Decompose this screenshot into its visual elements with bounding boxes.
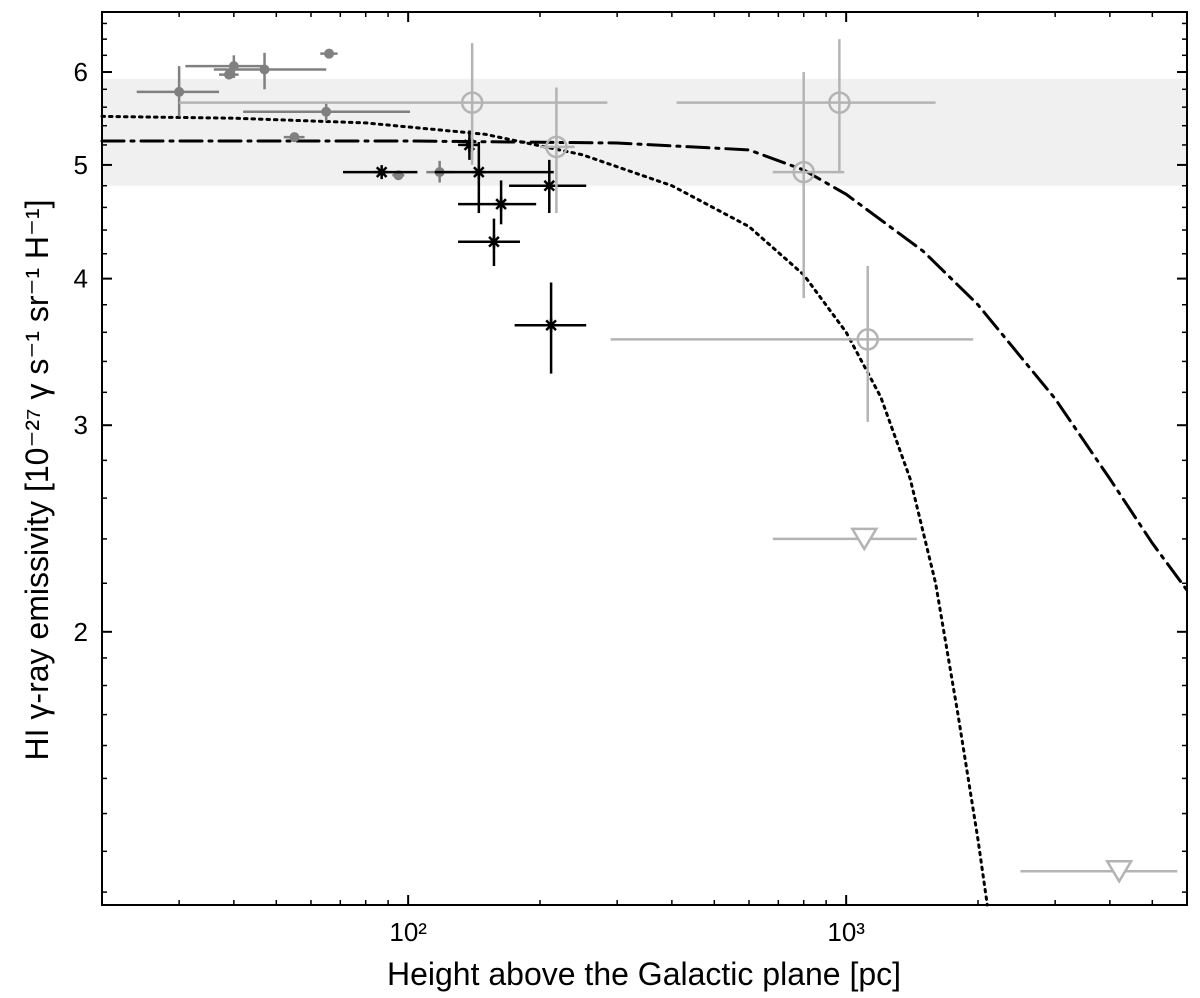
star-marker <box>486 234 501 249</box>
reference-band <box>102 78 1187 186</box>
dot-point-1 <box>136 66 220 117</box>
open-circle-marker <box>545 135 568 159</box>
x-axis-label: Height above the Galactic plane [pc] <box>387 956 901 992</box>
open-circle-point-4 <box>772 72 845 299</box>
open-triangle-down-point-2 <box>1020 860 1178 884</box>
open-circle-point-1 <box>179 43 608 165</box>
axis-ticks: 10² 10³ 2 3 4 5 6 <box>74 12 1187 947</box>
star-point-1 <box>343 165 418 180</box>
dot-marker <box>174 86 185 97</box>
dot-point-3 <box>219 69 239 80</box>
x-tick-label: 10³ <box>827 917 865 947</box>
star-marker <box>462 137 477 152</box>
dot-point-4 <box>213 52 327 90</box>
open-circle-series <box>179 39 974 422</box>
dot-point-7 <box>283 132 305 143</box>
open-circle-marker <box>792 160 815 184</box>
dot-marker <box>259 64 270 75</box>
star-marker <box>544 318 559 333</box>
open-triangle-down-series <box>772 527 1178 884</box>
y-tick-label: 4 <box>74 264 88 294</box>
dashdot-model-curve <box>100 139 1189 592</box>
dot-marker <box>321 106 332 117</box>
open-circle-point-3 <box>676 39 936 173</box>
dot-marker <box>324 48 335 59</box>
open-circle-marker <box>460 91 484 114</box>
plot-frame <box>101 11 1188 906</box>
y-tick-label: 6 <box>74 57 88 87</box>
star-point-5 <box>509 159 587 213</box>
reference-band-rect <box>102 78 1187 186</box>
star-point-7 <box>458 130 479 160</box>
dot-series <box>136 48 454 183</box>
dot-point-5 <box>320 48 338 59</box>
star-marker <box>542 178 557 193</box>
star-point-6 <box>514 282 587 374</box>
y-tick-label: 3 <box>74 410 88 440</box>
star-marker <box>471 165 486 180</box>
dot-marker <box>289 132 300 143</box>
open-circle-point-5 <box>610 266 974 422</box>
open-circle-marker <box>856 328 879 351</box>
dot-marker <box>224 69 235 80</box>
x-tick-label: 10² <box>389 917 427 947</box>
data-series <box>136 39 1178 884</box>
y-axis-label: HI γ-ray emissivity [10⁻²⁷ γ s⁻¹ sr⁻¹ H⁻… <box>19 200 55 761</box>
star-point-3 <box>458 180 537 225</box>
open-triangle-down-point-1 <box>772 527 917 552</box>
star-point-2 <box>434 142 554 213</box>
star-point-4 <box>458 218 520 267</box>
open-circle-point-2 <box>540 87 575 213</box>
star-marker <box>374 165 389 180</box>
star-marker <box>494 197 509 212</box>
triangle-down-marker <box>1104 860 1134 884</box>
star-series <box>343 130 587 374</box>
triangle-down-marker <box>850 527 879 552</box>
open-circle-marker <box>828 91 851 114</box>
y-tick-label: 2 <box>74 617 88 647</box>
dot-point-6 <box>243 103 411 122</box>
y-tick-label: 5 <box>74 150 88 180</box>
